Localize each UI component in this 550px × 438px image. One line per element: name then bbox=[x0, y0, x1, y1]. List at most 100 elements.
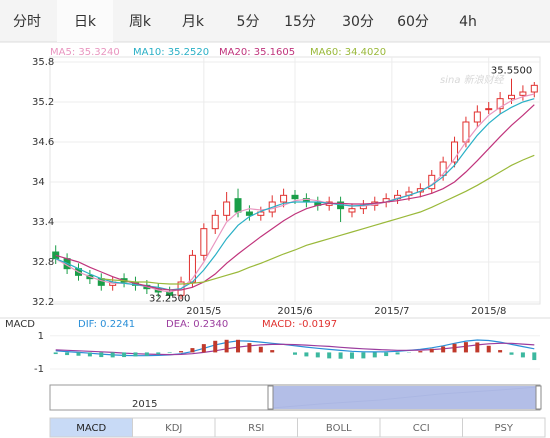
tab[interactable]: 4h bbox=[459, 14, 477, 30]
candle-body bbox=[530, 84, 538, 93]
legend-entry: MA60: 34.4020 bbox=[310, 47, 386, 58]
macd-bar bbox=[520, 352, 525, 358]
candle-body bbox=[211, 214, 219, 230]
macd-bar bbox=[156, 352, 161, 355]
macd-bar bbox=[361, 352, 366, 359]
bottom-tab-label[interactable]: BOLL bbox=[326, 423, 352, 434]
navigator-label: 2015 bbox=[132, 399, 157, 410]
macd-bar bbox=[372, 352, 377, 358]
macd-bar bbox=[349, 352, 354, 359]
macd-bar bbox=[190, 348, 195, 353]
tab[interactable]: 周k bbox=[129, 14, 152, 30]
candle-body bbox=[280, 194, 288, 203]
candle-body bbox=[291, 194, 299, 200]
macd-bar bbox=[53, 352, 58, 355]
y-tick-label: 34.6 bbox=[32, 137, 54, 148]
bottom-tab-label[interactable]: CCI bbox=[413, 423, 430, 434]
candle-body bbox=[234, 198, 242, 213]
annotation: 32.2500 bbox=[149, 294, 190, 305]
y-tick-label: 35.2 bbox=[32, 97, 54, 108]
tab[interactable]: 30分 bbox=[342, 14, 374, 30]
y-tick-label: 32.2 bbox=[32, 297, 54, 308]
bottom-tab[interactable] bbox=[462, 417, 546, 438]
legend-entry: DIF: 0.2241 bbox=[78, 319, 135, 330]
y-tick-label: 1 bbox=[38, 331, 44, 342]
tab[interactable]: 日k bbox=[74, 14, 97, 30]
macd-bar bbox=[110, 352, 115, 358]
legend-entry: DEA: 0.2340 bbox=[166, 319, 228, 330]
navigator-handle[interactable] bbox=[267, 385, 274, 410]
bottom-tab-label[interactable]: MACD bbox=[76, 423, 106, 434]
macd-bar bbox=[532, 352, 537, 361]
candle-body bbox=[245, 211, 253, 216]
legend-entry: MA5: 35.3240 bbox=[50, 47, 120, 58]
macd-bar bbox=[452, 343, 457, 353]
candle-body bbox=[439, 161, 447, 176]
x-tick-label: 2015/7 bbox=[374, 306, 409, 317]
candle-body bbox=[485, 108, 493, 111]
tab[interactable]: 分时 bbox=[13, 14, 41, 30]
macd-bar bbox=[384, 352, 389, 357]
macd-bar bbox=[327, 352, 332, 359]
macd-bar bbox=[270, 350, 275, 353]
macd-bar bbox=[99, 352, 104, 358]
macd-bar bbox=[475, 342, 480, 353]
x-tick-label: 2015/5 bbox=[186, 306, 221, 317]
tab-selected-bg bbox=[57, 0, 113, 42]
macd-bar bbox=[441, 346, 446, 353]
candle-body bbox=[519, 91, 527, 96]
y-tick-label: 32.8 bbox=[32, 257, 54, 268]
macd-bar bbox=[76, 352, 81, 356]
macd-bar bbox=[144, 352, 149, 356]
navigator-handle[interactable] bbox=[535, 385, 542, 410]
tab[interactable]: 60分 bbox=[397, 14, 429, 30]
macd-bar bbox=[122, 352, 127, 358]
legend-entry: MACD: -0.0197 bbox=[262, 319, 337, 330]
macd-bar bbox=[315, 352, 320, 358]
candle-body bbox=[508, 94, 516, 100]
tab[interactable]: 月k bbox=[182, 14, 205, 30]
x-tick-label: 2015/6 bbox=[277, 306, 312, 317]
macd-bar bbox=[293, 352, 297, 355]
panel-title: MACD bbox=[5, 319, 35, 330]
macd-bar bbox=[498, 350, 503, 353]
candle-body bbox=[200, 228, 208, 256]
annotation: 35.5500 bbox=[491, 66, 532, 77]
legend-entry: MA10: 35.2520 bbox=[133, 47, 209, 58]
x-tick-label: 2015/8 bbox=[471, 306, 506, 317]
ma-line bbox=[55, 98, 535, 291]
macd-bar bbox=[224, 339, 229, 353]
macd-bar bbox=[509, 352, 514, 355]
candle-body bbox=[496, 98, 504, 110]
bottom-tab-label[interactable]: KDJ bbox=[165, 423, 182, 434]
candle-body bbox=[451, 141, 459, 163]
macd-bar bbox=[201, 344, 206, 353]
macd-bar bbox=[429, 348, 434, 353]
bottom-tab-label[interactable]: RSI bbox=[248, 423, 264, 434]
macd-bar bbox=[418, 351, 423, 353]
macd-bar bbox=[247, 343, 252, 353]
y-tick-label: 34 bbox=[32, 177, 45, 188]
y-tick-label: 33.4 bbox=[32, 217, 54, 228]
candle-body bbox=[348, 208, 356, 213]
tab[interactable]: 5分 bbox=[237, 14, 260, 30]
macd-bar bbox=[133, 352, 138, 357]
candle-body bbox=[223, 201, 231, 216]
bottom-tab-label[interactable]: PSY bbox=[495, 423, 514, 434]
macd-bar bbox=[463, 342, 468, 353]
navigator-selection[interactable] bbox=[272, 386, 538, 409]
macd-bar bbox=[65, 352, 70, 356]
macd-bar bbox=[179, 351, 184, 353]
macd-bar bbox=[258, 346, 263, 353]
candle-body bbox=[257, 211, 265, 216]
macd-bar bbox=[87, 352, 92, 357]
tab[interactable]: 15分 bbox=[284, 14, 316, 30]
candle-body bbox=[473, 111, 481, 123]
ma-line bbox=[55, 104, 535, 291]
macd-bar bbox=[338, 352, 343, 359]
y-tick-label: 35.8 bbox=[32, 57, 54, 68]
macd-bar bbox=[167, 352, 172, 354]
macd-bar bbox=[236, 339, 241, 353]
macd-bar bbox=[395, 352, 400, 355]
